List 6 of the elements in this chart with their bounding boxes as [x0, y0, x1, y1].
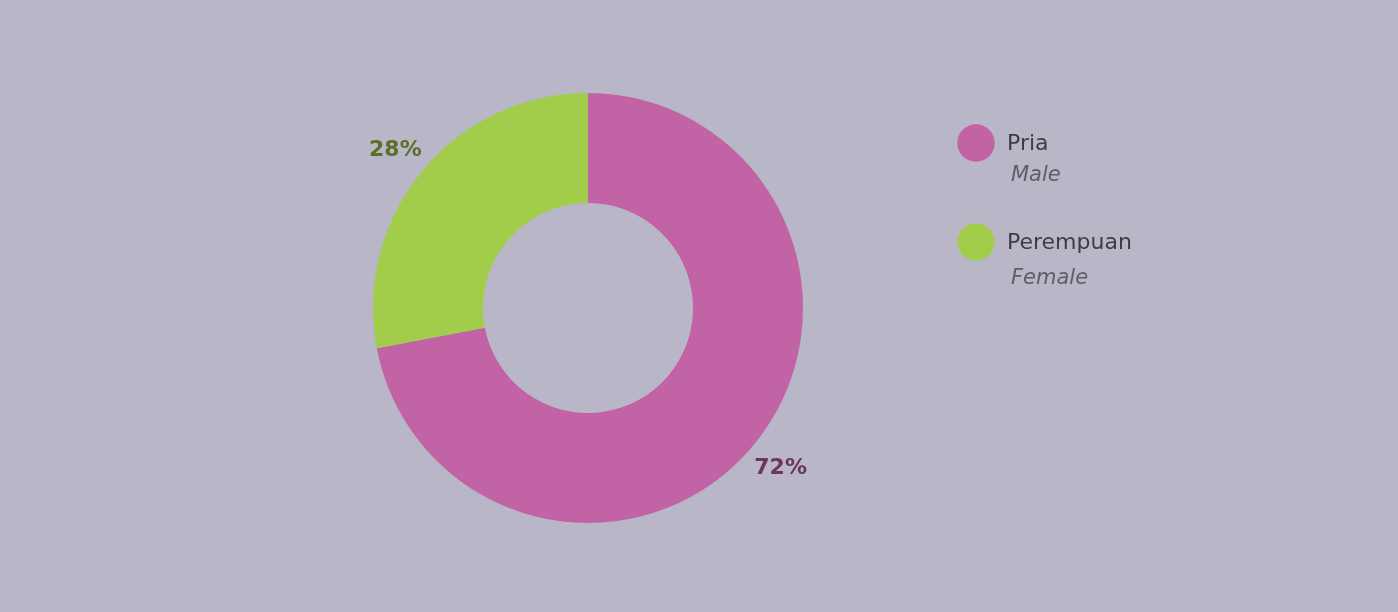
text: Female [1011, 265, 1089, 289]
data-label: 28% [369, 135, 422, 161]
legend-label: Perempuan [1007, 229, 1132, 254]
text: Male [1011, 162, 1061, 186]
legend-label: Pria [1007, 130, 1049, 155]
data-label: 72% [754, 454, 807, 480]
